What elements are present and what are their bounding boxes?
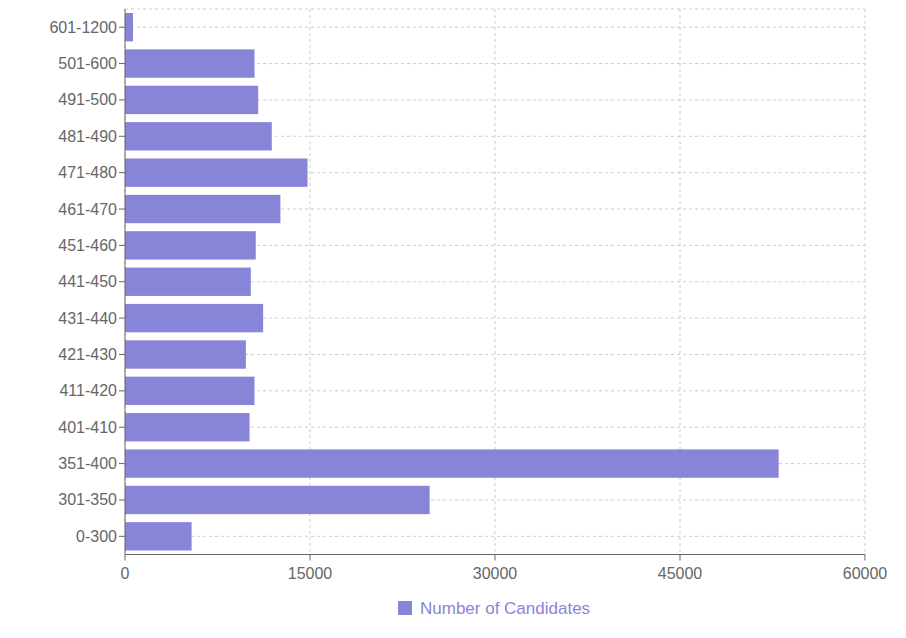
y-tick [119,245,125,246]
bar [125,13,133,41]
grid-line-y [125,27,865,28]
y-tick-label: 401-410 [58,419,117,436]
y-tick [119,99,125,100]
bar [125,158,308,186]
x-tick [865,555,866,561]
x-tick [495,555,496,561]
y-tick [119,463,125,464]
axes: 0 15000 30000 45000 60000 601-1200 501-600 491-… [49,9,887,582]
y-tick [119,281,125,282]
bar [125,522,192,550]
grid-line-y [125,536,865,537]
legend-swatch [398,601,412,615]
bar [125,413,250,441]
y-tick-label: 451-460 [58,237,117,254]
grid [125,9,865,555]
x-tick [125,555,126,561]
bar [125,86,258,114]
x-tick-label: 0 [121,565,130,582]
bars [125,13,779,550]
y-tick [119,390,125,391]
y-tick [119,27,125,28]
y-tick-label: 0-300 [76,528,117,545]
y-tick-label: 601-1200 [49,19,117,36]
x-tick-label: 60000 [843,565,888,582]
y-tick [119,136,125,137]
y-tick [119,499,125,500]
y-tick-label: 471-480 [58,164,117,181]
x-tick-label: 45000 [658,565,703,582]
bar [125,304,263,332]
y-tick-label: 461-470 [58,201,117,218]
y-tick-label: 491-500 [58,91,117,108]
bar [125,268,251,296]
y-tick [119,209,125,210]
x-tick-label: 30000 [473,565,518,582]
grid-line-top [125,9,865,10]
bar [125,195,280,223]
chart-container: 0 15000 30000 45000 60000 601-1200 501-600 491-… [0,0,906,638]
bar [125,231,256,259]
bar [125,340,246,368]
y-tick [119,63,125,64]
bar [125,486,430,514]
y-tick-label: 351-400 [58,455,117,472]
y-tick-label: 421-430 [58,346,117,363]
y-tick [119,354,125,355]
y-tick-label: 441-450 [58,273,117,290]
bar [125,377,255,405]
y-tick-label: 501-600 [58,55,117,72]
y-tick-label: 431-440 [58,310,117,327]
x-tick [310,555,311,561]
y-tick [119,318,125,319]
bar [125,49,255,77]
legend: Number of Candidates [398,599,590,618]
y-tick [119,536,125,537]
y-tick-label: 481-490 [58,128,117,145]
y-tick-label: 301-350 [58,491,117,508]
legend-label: Number of Candidates [420,599,590,618]
bar [125,122,272,150]
y-tick [119,427,125,428]
x-tick-label: 15000 [288,565,333,582]
y-tick-label: 411-420 [59,382,117,399]
x-tick [680,555,681,561]
chart-svg: 0 15000 30000 45000 60000 601-1200 501-600 491-… [0,0,906,638]
y-tick [119,172,125,173]
bar [125,449,779,477]
